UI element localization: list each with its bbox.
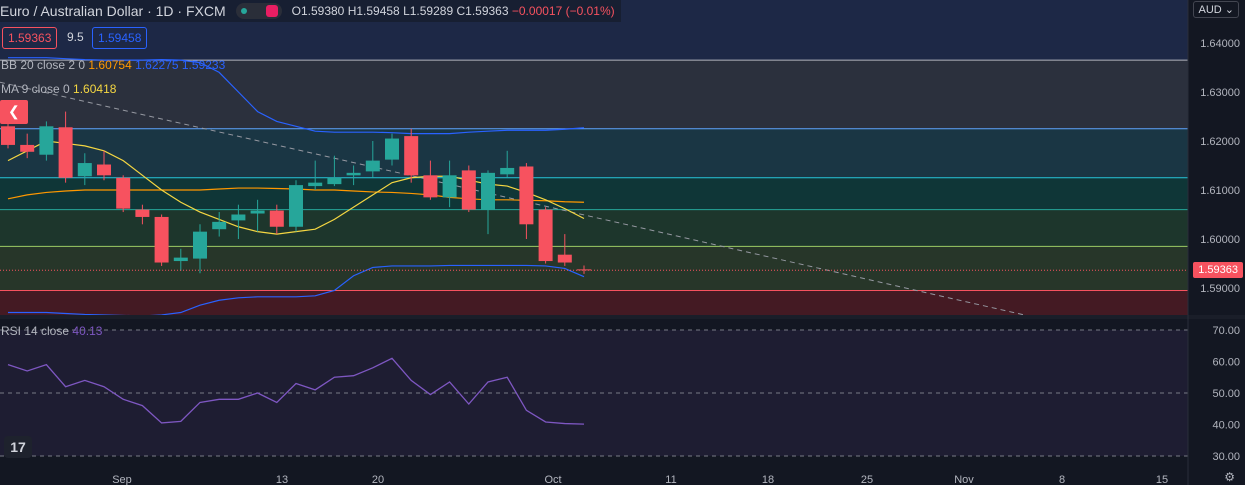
date-tick-label: Oct [544,474,561,485]
rsi-value: 40.13 [72,324,103,338]
ohlc-close: C1.59363 [456,4,509,18]
trend-line [0,81,1036,318]
tradingview-logo-icon: 17 [4,436,32,458]
buy-price-button[interactable]: 1.59458 [92,27,148,49]
candle-body [500,167,515,175]
bb-lower-line [8,264,585,317]
candle-body [538,209,553,262]
rsi-legend[interactable]: RSI 14 close 40.13 [1,324,102,338]
candle-body [365,160,380,172]
ohlc-change: −0.00017 (−0.01%) [511,4,615,18]
candle-body [173,257,188,262]
pane-separator [0,315,1245,319]
bb-upper-value: 1.62275 [135,58,179,72]
candle-body [557,254,572,263]
date-tick-label: 25 [861,474,873,485]
candle-body [97,164,111,176]
candle-body [385,138,399,160]
rsi-tick-label: 70.00 [1212,325,1240,337]
rsi-label: RSI 14 close [1,324,70,338]
candle-body [461,170,476,210]
candle-body [77,163,92,177]
bb-upper-line [8,57,585,135]
date-tick-label: Nov [954,474,974,485]
candle-body [308,182,323,187]
bb-label: BB 20 close 2 0 [1,58,86,72]
candle-body [519,166,534,225]
level-band [0,128,1188,178]
date-tick-label: 15 [1156,474,1168,485]
chevron-down-icon: ⌄ [1224,4,1234,16]
status-toggle[interactable] [235,3,282,19]
collapse-arrow-button[interactable]: ❮ [0,100,28,124]
candle-body [327,177,342,185]
bb-basis-value: 1.60754 [88,58,132,72]
candle-body [20,144,35,152]
symbol-title: Euro / Australian Dollar · 1D · FXCM [0,3,226,19]
candle-body [58,127,73,178]
ohlc-readout: O1.59380 H1.59458 L1.59289 C1.59363 −0.0… [292,4,615,18]
ohlc-high: H1.59458 [347,4,400,18]
date-tick-label: 8 [1059,474,1065,485]
candle-body [231,214,246,221]
bb-legend[interactable]: BB 20 close 2 0 1.60754 1.62275 1.59233 [1,58,225,72]
price-tick-label: 1.63000 [1200,87,1240,99]
candle-body [39,126,54,155]
level-band [0,246,1188,291]
spread-value: 9.5 [67,30,84,44]
candle-body [135,209,150,217]
ohlc-low: L1.59289 [403,4,454,18]
symbol-header: Euro / Australian Dollar · 1D · FXCM O1.… [0,0,621,22]
date-tick-label: 11 [665,474,676,485]
settings-gear-icon[interactable]: ⚙ [1224,470,1235,484]
candle-body [289,185,303,227]
level-band [0,209,1188,247]
market-open-icon [240,8,247,14]
candle-body [269,210,284,227]
date-tick-label: 18 [762,474,774,485]
rsi-tick-label: 50.00 [1212,388,1240,400]
candle-body [404,136,419,176]
rsi-tick-label: 60.00 [1212,357,1240,369]
candle-body [116,177,131,209]
candle-body [577,269,591,271]
rsi-line [7,357,585,425]
ohlc-open: O1.59380 [291,4,345,18]
level-band [0,177,1188,210]
rsi-tick-label: 30.00 [1212,451,1240,463]
candle-body [423,175,438,198]
date-tick-label: 13 [276,474,288,485]
candle-body [193,231,207,259]
currency-label: AUD [1198,4,1222,16]
ma-value: 1.60418 [73,82,117,96]
chevron-left-icon: ❮ [8,103,20,119]
candle-body [1,126,15,145]
candle-body [250,210,265,214]
price-tick-label: 1.62000 [1200,136,1240,148]
flag-icon [265,5,278,17]
price-tick-label: 1.59000 [1200,283,1240,295]
price-tick-label: 1.61000 [1200,185,1240,197]
level-band [0,290,1188,315]
bb-lower-value: 1.59233 [181,58,226,72]
rsi-tick-label: 40.00 [1212,420,1240,432]
candle-body [346,172,361,176]
date-tick-label: 20 [372,474,384,485]
ma-label: MA 9 close 0 [1,82,70,96]
sell-price-button[interactable]: 1.59363 [2,27,58,49]
level-band [0,60,1188,129]
candle-body [442,175,457,198]
candle-body [154,216,169,263]
candle-body [212,221,227,230]
currency-select[interactable]: AUD ⌄ [1193,1,1239,18]
date-tick-label: Sep [112,474,132,485]
current-price-badge: 1.59363 [1193,262,1243,278]
price-tick-label: 1.64000 [1200,38,1240,50]
candle-body [481,172,495,210]
ma-legend[interactable]: MA 9 close 0 1.60418 [1,82,116,96]
price-tick-label: 1.60000 [1200,234,1240,246]
